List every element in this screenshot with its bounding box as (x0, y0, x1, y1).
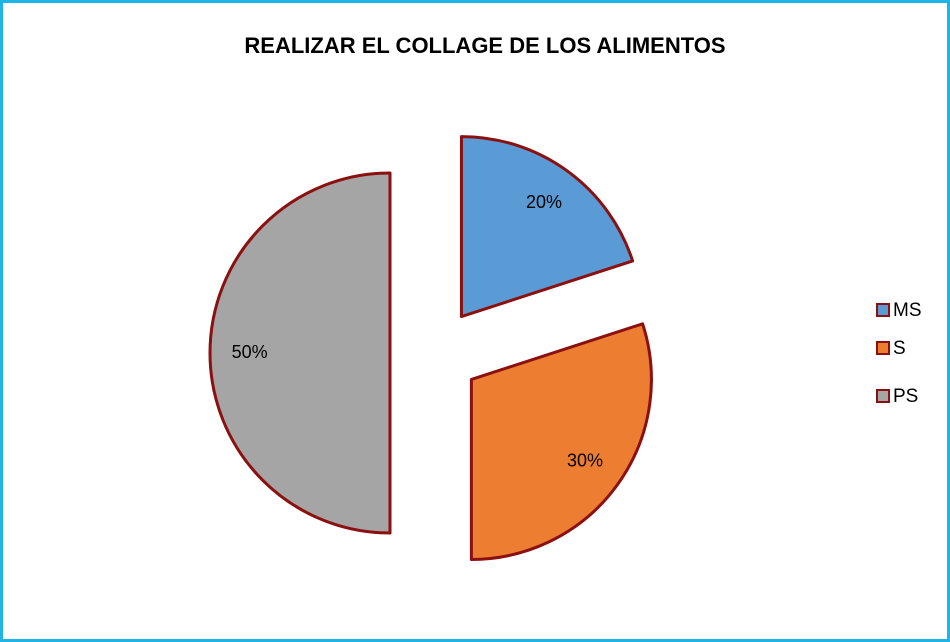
legend-swatch (876, 389, 890, 403)
legend-swatch (876, 341, 890, 355)
legend-label: S (893, 338, 906, 359)
data-label: 30% (567, 451, 603, 471)
data-label: 50% (232, 342, 268, 362)
chart-title: REALIZAR EL COLLAGE DE LOS ALIMENTOS (244, 33, 725, 58)
legend-label: MS (893, 300, 922, 321)
pie-slice (208, 171, 392, 535)
legend-label: PS (893, 386, 918, 407)
legend-swatch (876, 303, 890, 317)
pie-slice (459, 135, 635, 319)
data-label: 20% (526, 192, 562, 212)
pie-slice (469, 322, 653, 561)
